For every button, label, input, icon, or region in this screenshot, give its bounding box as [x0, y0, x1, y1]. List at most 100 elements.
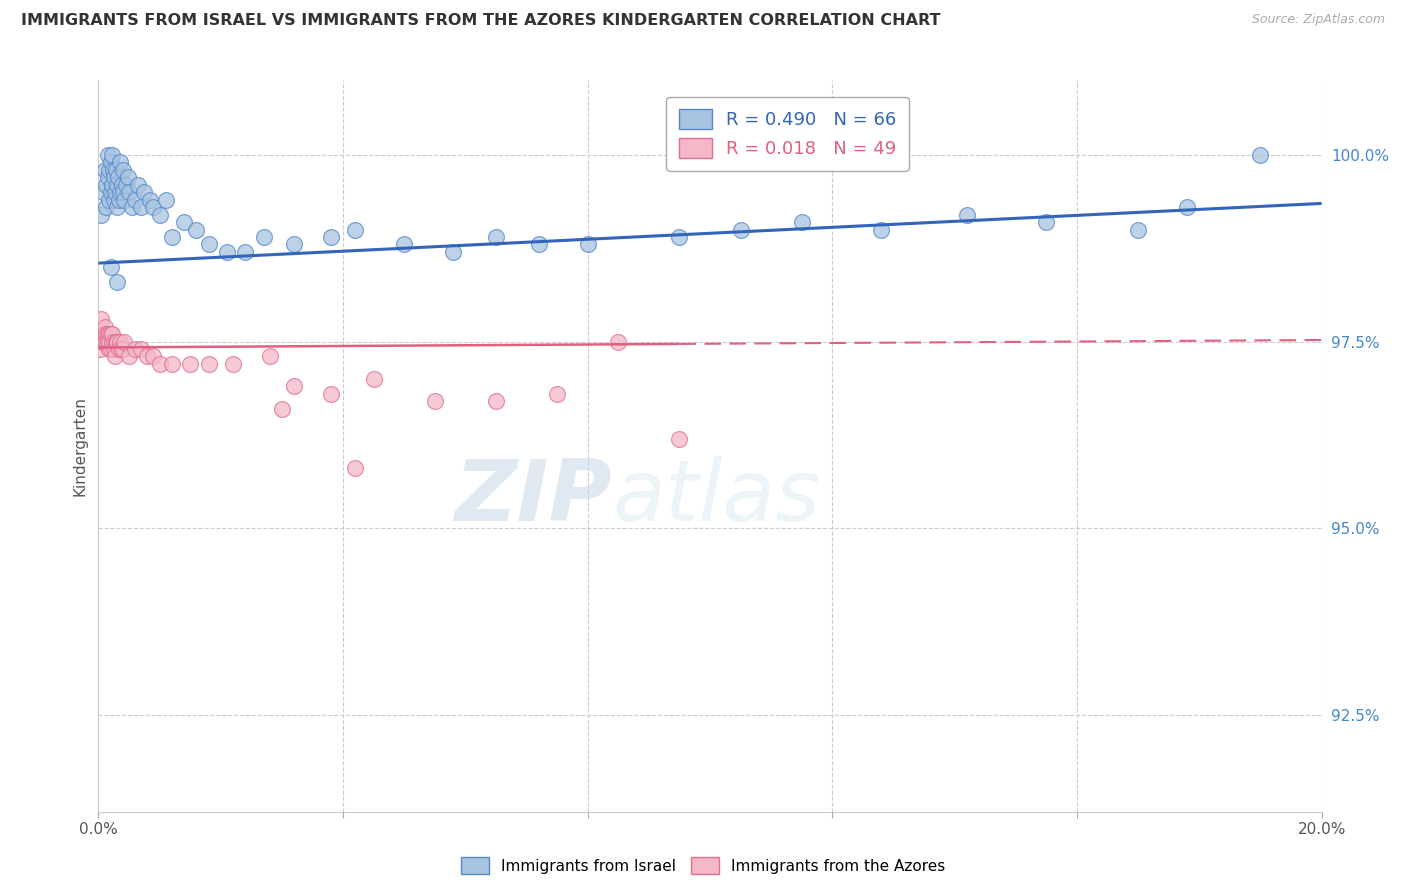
Point: [105, 275, 128, 289]
Point: [117, 170, 139, 185]
Point: [100, 326, 122, 341]
Point: [527, 237, 550, 252]
Point: [485, 230, 508, 244]
Point: [546, 386, 568, 401]
Point: [97, 342, 120, 356]
Point: [91, 326, 114, 341]
Point: [485, 394, 508, 409]
Point: [344, 461, 367, 475]
Point: [118, 186, 141, 200]
Point: [319, 386, 342, 401]
Point: [97, 193, 120, 207]
Point: [870, 222, 893, 236]
Legend: R = 0.490   N = 66, R = 0.018   N = 49: R = 0.490 N = 66, R = 0.018 N = 49: [666, 96, 908, 170]
Point: [107, 342, 129, 356]
Point: [101, 178, 124, 192]
Point: [93, 162, 115, 177]
Point: [129, 200, 152, 214]
Point: [283, 379, 305, 393]
Point: [93, 319, 115, 334]
Legend: Immigrants from Israel, Immigrants from the Azores: Immigrants from Israel, Immigrants from …: [456, 851, 950, 880]
Point: [90, 312, 112, 326]
Point: [94, 178, 117, 192]
Point: [423, 394, 446, 409]
Point: [155, 193, 177, 207]
Point: [441, 244, 464, 259]
Point: [111, 178, 134, 192]
Point: [101, 334, 124, 349]
Point: [179, 357, 201, 371]
Point: [101, 148, 124, 162]
Point: [173, 215, 195, 229]
Point: [97, 326, 120, 341]
Point: [392, 237, 416, 252]
Point: [94, 326, 117, 341]
Point: [97, 334, 120, 349]
Point: [96, 334, 118, 349]
Point: [363, 372, 385, 386]
Point: [111, 342, 134, 356]
Point: [108, 186, 131, 200]
Point: [1035, 215, 1057, 229]
Point: [259, 350, 281, 364]
Point: [134, 186, 156, 200]
Point: [91, 186, 114, 200]
Point: [103, 170, 125, 185]
Point: [129, 342, 152, 356]
Point: [124, 342, 146, 356]
Point: [96, 200, 118, 214]
Point: [112, 193, 135, 207]
Point: [607, 334, 630, 349]
Point: [319, 230, 342, 244]
Point: [108, 155, 131, 169]
Point: [97, 170, 120, 185]
Point: [104, 186, 127, 200]
Point: [93, 334, 115, 349]
Point: [98, 326, 121, 341]
Point: [103, 334, 125, 349]
Point: [107, 170, 129, 185]
Point: [142, 350, 165, 364]
Point: [136, 350, 159, 364]
Point: [100, 155, 122, 169]
Point: [283, 237, 305, 252]
Point: [1128, 222, 1150, 236]
Point: [956, 208, 979, 222]
Point: [111, 186, 134, 200]
Point: [110, 342, 132, 356]
Text: Source: ZipAtlas.com: Source: ZipAtlas.com: [1251, 13, 1385, 27]
Point: [197, 357, 219, 371]
Point: [186, 222, 208, 236]
Point: [1175, 200, 1198, 214]
Point: [197, 237, 219, 252]
Point: [160, 357, 183, 371]
Point: [149, 208, 172, 222]
Point: [104, 350, 127, 364]
Point: [105, 334, 128, 349]
Point: [118, 350, 141, 364]
Point: [97, 148, 120, 162]
Point: [160, 230, 183, 244]
Point: [1250, 148, 1272, 162]
Text: ZIP: ZIP: [454, 456, 612, 539]
Point: [121, 200, 143, 214]
Point: [105, 200, 128, 214]
Point: [668, 432, 690, 446]
Point: [101, 326, 124, 341]
Point: [104, 162, 127, 177]
Point: [215, 244, 238, 259]
Point: [233, 244, 256, 259]
Point: [105, 178, 128, 192]
Point: [127, 178, 149, 192]
Point: [111, 162, 134, 177]
Point: [668, 230, 690, 244]
Point: [104, 334, 127, 349]
Point: [149, 357, 172, 371]
Point: [730, 222, 752, 236]
Point: [124, 193, 146, 207]
Point: [270, 401, 294, 416]
Point: [115, 178, 138, 192]
Text: IMMIGRANTS FROM ISRAEL VS IMMIGRANTS FROM THE AZORES KINDERGARTEN CORRELATION CH: IMMIGRANTS FROM ISRAEL VS IMMIGRANTS FRO…: [21, 13, 941, 29]
Point: [252, 230, 274, 244]
Point: [105, 334, 128, 349]
